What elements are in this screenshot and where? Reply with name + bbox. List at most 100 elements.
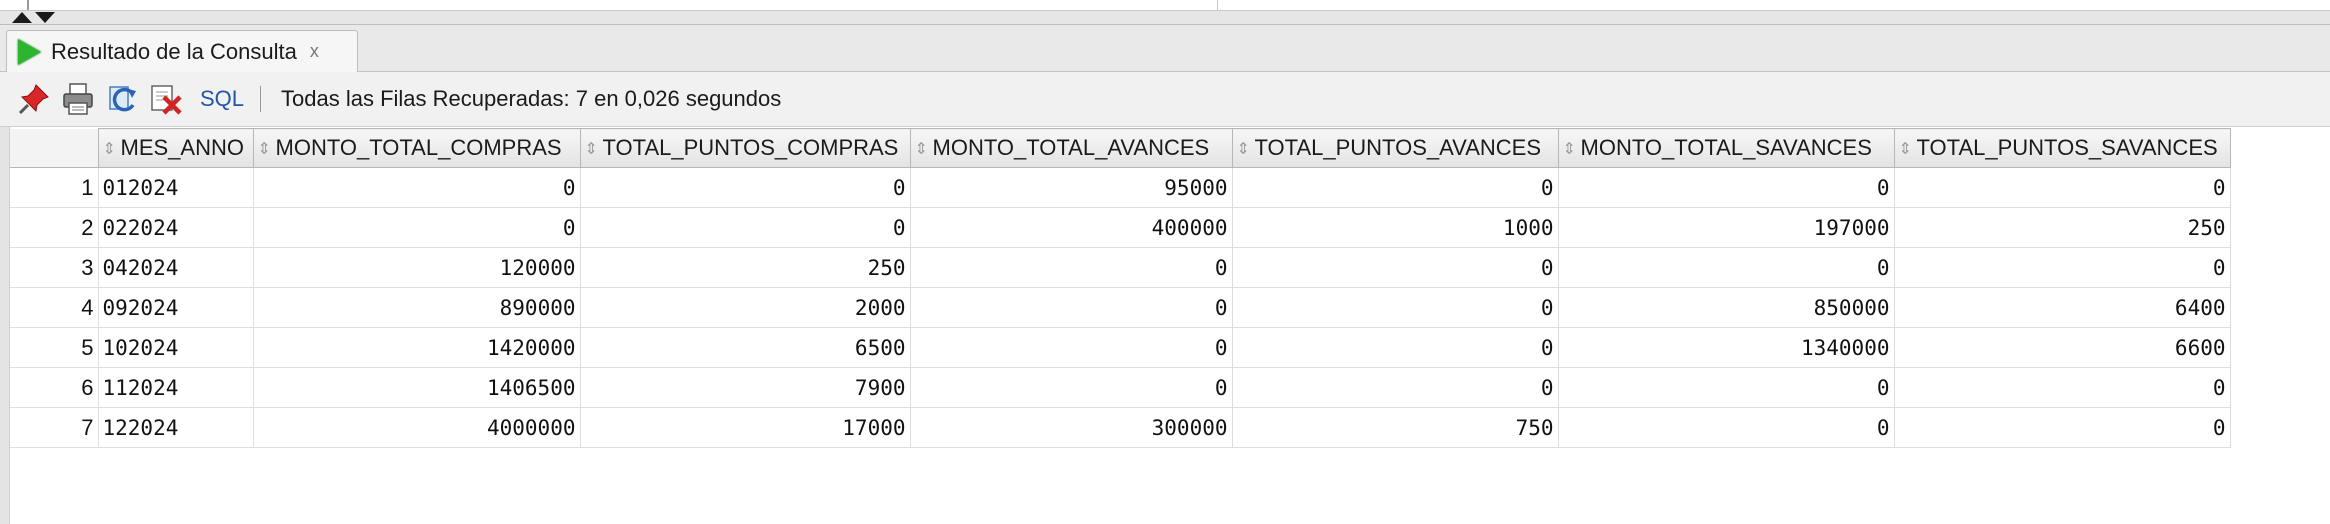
table-cell[interactable]: 0 [1893,247,2231,288]
table-cell[interactable]: 102024 [97,327,254,368]
column-header[interactable]: ⇕ TOTAL_PUNTOS_AVANCES [1231,128,1559,168]
table-cell[interactable]: 0 [1231,327,1559,368]
results-tab-bar: Resultado de la Consulta x [0,25,2330,72]
table-cell[interactable]: 0 [1557,247,1895,288]
table-row[interactable]: 7 122024 4000000 17000 300000 750 0 0 [10,407,2231,448]
table-cell[interactable]: 092024 [97,287,254,328]
run-icon [18,38,41,65]
table-cell[interactable]: 0 [909,247,1233,288]
table-cell[interactable]: 300000 [909,407,1233,448]
table-cell[interactable]: 042024 [97,247,254,288]
row-number[interactable]: 1 [10,167,99,208]
table-cell[interactable]: 112024 [97,367,254,408]
table-cell[interactable]: 0 [909,287,1233,328]
table-cell[interactable]: 250 [1893,207,2231,248]
table-cell[interactable]: 0 [909,327,1233,368]
table-cell[interactable]: 1340000 [1557,327,1895,368]
table-cell[interactable]: 012024 [97,167,254,208]
table-cell[interactable]: 122024 [97,407,254,448]
table-cell[interactable]: 6400 [1893,287,2231,328]
table-cell[interactable]: 95000 [909,167,1233,208]
table-row[interactable]: 3 042024 120000 250 0 0 0 0 [10,247,2231,288]
sort-icon[interactable]: ⇕ [1562,141,1576,159]
table-cell[interactable]: 750 [1231,407,1559,448]
table-cell[interactable]: 6600 [1893,327,2231,368]
row-number-header [10,128,99,168]
table-cell[interactable]: 0 [1557,167,1895,208]
tab-title: Resultado de la Consulta [51,38,297,64]
table-cell[interactable]: 400000 [909,207,1233,248]
column-header[interactable]: ⇕ MONTO_TOTAL_COMPRAS [252,128,581,168]
table-row[interactable]: 6 112024 1406500 7900 0 0 0 0 [10,367,2231,408]
column-header[interactable]: ⇕ MONTO_TOTAL_AVANCES [909,128,1233,168]
results-grid-area: ⇕ MES_ANNO ⇕ MONTO_TOTAL_COMPRAS ⇕ TOTAL_PU… [0,127,2330,524]
pin-icon[interactable] [16,81,52,117]
collapse-down-icon[interactable] [35,12,55,23]
table-cell[interactable]: 4000000 [252,407,581,448]
sort-icon[interactable]: ⇕ [584,141,598,159]
row-number[interactable]: 4 [10,287,99,328]
table-cell[interactable]: 0 [1231,287,1559,328]
table-cell[interactable]: 0 [252,207,581,248]
table-cell[interactable]: 0 [1231,167,1559,208]
table-cell[interactable]: 1420000 [252,327,581,368]
refresh-icon[interactable] [104,81,140,117]
table-cell[interactable]: 0 [1231,247,1559,288]
table-cell[interactable]: 7900 [579,367,911,408]
table-row[interactable]: 2 022024 0 0 400000 1000 197000 250 [10,207,2231,248]
status-text: Todas las Filas Recuperadas: 7 en 0,026 … [281,86,782,111]
clear-icon[interactable] [148,81,184,117]
row-number[interactable]: 3 [10,247,99,288]
editor-panel-edge [0,0,2330,11]
table-cell[interactable]: 022024 [97,207,254,248]
table-cell[interactable]: 0 [579,207,911,248]
sort-icon[interactable]: ⇕ [1236,141,1250,159]
column-header[interactable]: ⇕ TOTAL_PUNTOS_SAVANCES [1893,128,2231,168]
table-cell[interactable]: 0 [1893,367,2231,408]
table-cell[interactable]: 17000 [579,407,911,448]
table-cell[interactable]: 0 [909,367,1233,408]
sort-icon[interactable]: ⇕ [257,141,271,159]
close-tab-icon[interactable]: x [309,41,319,61]
table-cell[interactable]: 0 [579,167,911,208]
row-number[interactable]: 5 [10,327,99,368]
table-cell[interactable]: 890000 [252,287,581,328]
column-header-label: MONTO_TOTAL_SAVANCES [1580,135,1872,160]
collapse-up-icon[interactable] [12,12,32,23]
sql-link[interactable]: SQL [200,86,245,111]
tab-query-result[interactable]: Resultado de la Consulta x [6,30,358,72]
table-cell[interactable]: 2000 [579,287,911,328]
sort-icon[interactable]: ⇕ [1898,141,1912,159]
sort-icon[interactable]: ⇕ [914,141,928,159]
column-header[interactable]: ⇕ MES_ANNO [97,128,254,168]
table-cell[interactable]: 0 [1557,407,1895,448]
table-cell[interactable]: 850000 [1557,287,1895,328]
table-cell[interactable]: 250 [579,247,911,288]
row-number[interactable]: 6 [10,367,99,408]
table-cell[interactable]: 6500 [579,327,911,368]
row-number[interactable]: 7 [10,407,99,448]
table-cell[interactable]: 0 [1893,167,2231,208]
table-cell[interactable]: 197000 [1557,207,1895,248]
column-header-label: MONTO_TOTAL_AVANCES [932,135,1210,160]
column-header[interactable]: ⇕ TOTAL_PUNTOS_COMPRAS [579,128,911,168]
column-header-label: TOTAL_PUNTOS_SAVANCES [1916,135,2218,160]
table-cell[interactable]: 0 [1893,407,2231,448]
sort-icon[interactable]: ⇕ [102,141,116,159]
table-cell[interactable]: 0 [1231,367,1559,408]
row-number[interactable]: 2 [10,207,99,248]
table-cell[interactable]: 1000 [1231,207,1559,248]
table-cell[interactable]: 1406500 [252,367,581,408]
print-icon[interactable] [60,81,96,117]
panel-splitter[interactable] [0,11,2330,25]
splitter-arrows[interactable] [12,12,62,24]
column-header[interactable]: ⇕ MONTO_TOTAL_SAVANCES [1557,128,1895,168]
table-row[interactable]: 5 102024 1420000 6500 0 0 1340000 6600 [10,327,2231,368]
column-header-label: TOTAL_PUNTOS_AVANCES [1254,135,1542,160]
table-cell[interactable]: 0 [1557,367,1895,408]
table-row[interactable]: 1 012024 0 0 95000 0 0 0 [10,167,2231,208]
results-table: ⇕ MES_ANNO ⇕ MONTO_TOTAL_COMPRAS ⇕ TOTAL_PU… [10,128,2231,448]
table-cell[interactable]: 120000 [252,247,581,288]
table-row[interactable]: 4 092024 890000 2000 0 0 850000 6400 [10,287,2231,328]
table-cell[interactable]: 0 [252,167,581,208]
